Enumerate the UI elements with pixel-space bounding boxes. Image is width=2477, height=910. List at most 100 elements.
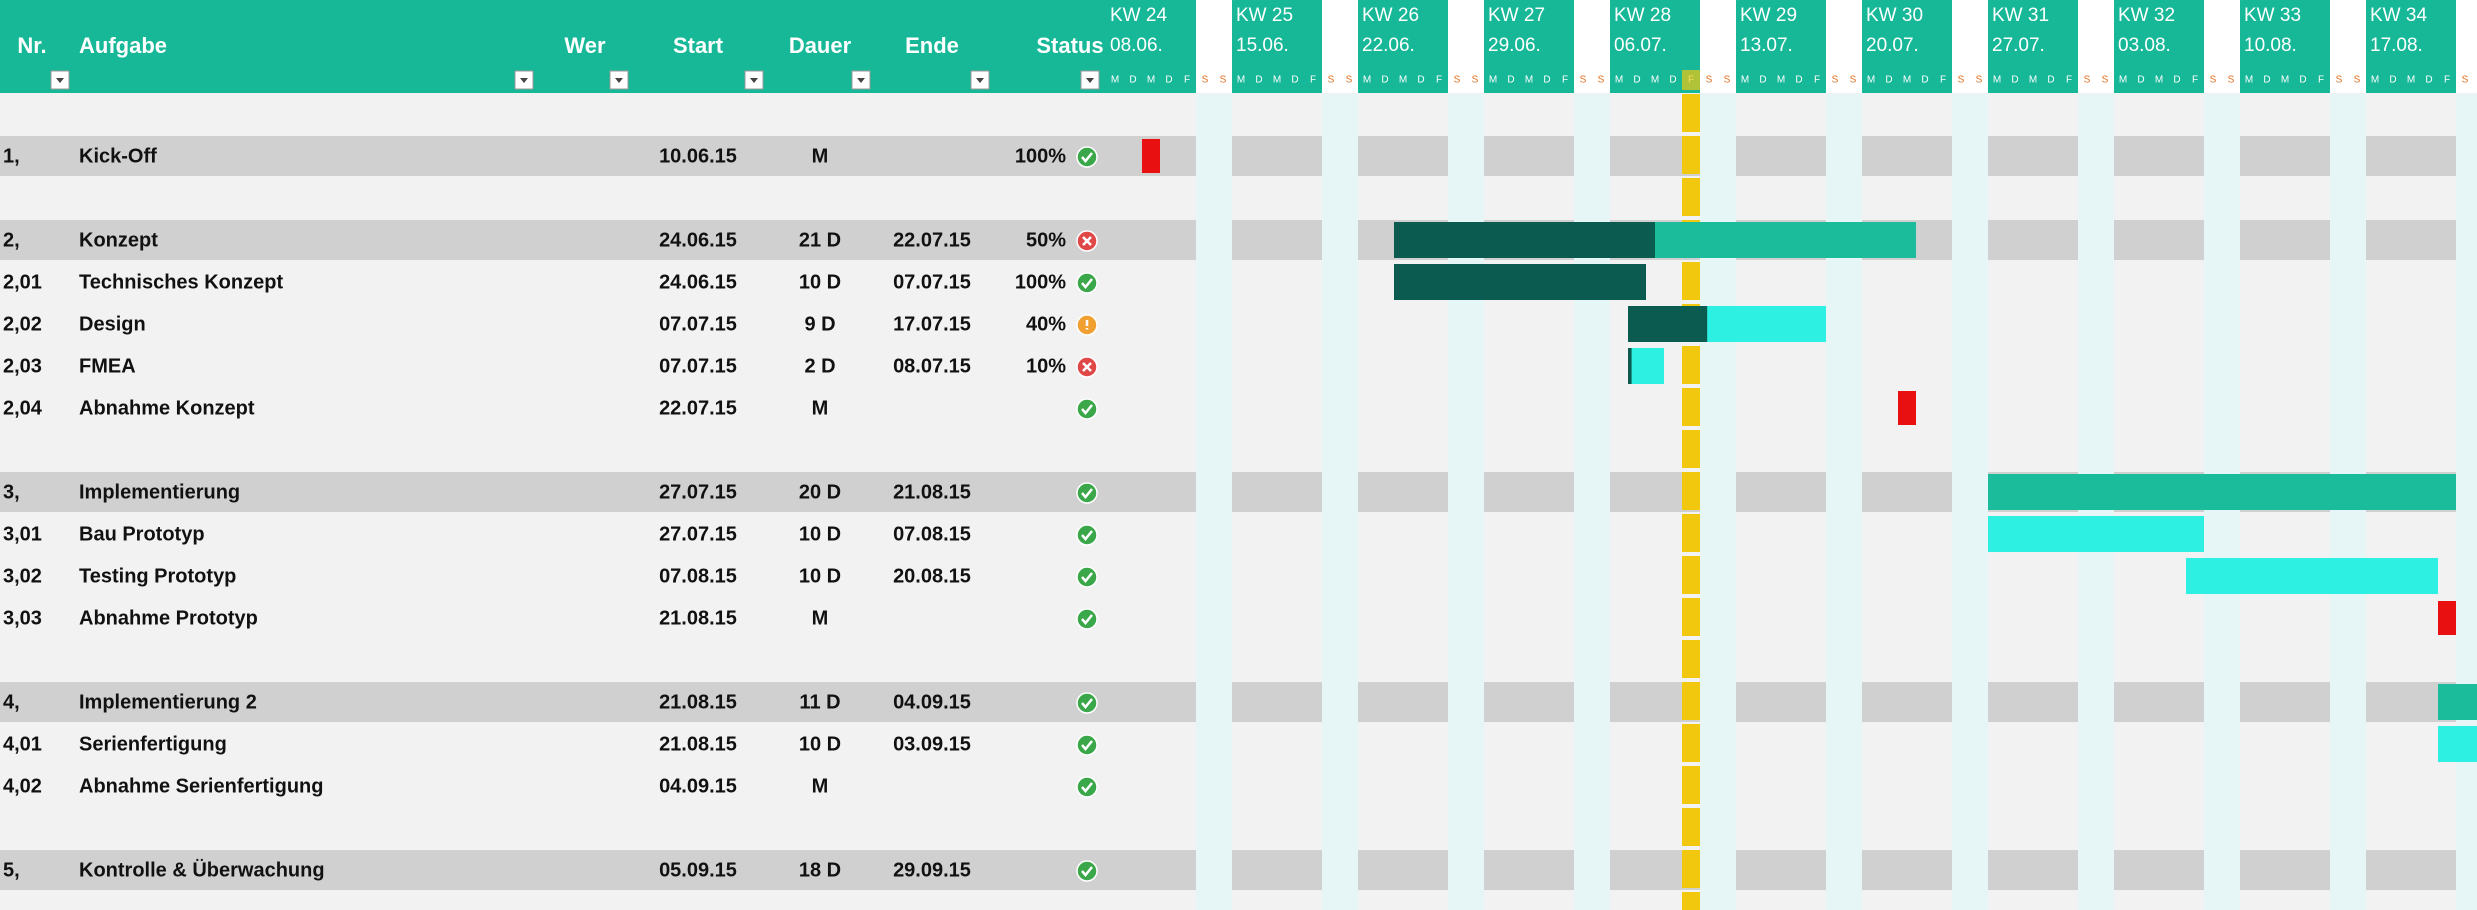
day-letter: D [1633, 75, 1640, 86]
week-date: 15.06. [1236, 35, 1289, 56]
filter-button[interactable] [744, 70, 764, 90]
status-icon [1076, 524, 1098, 546]
row-shade [1232, 220, 1322, 260]
duration: M [812, 397, 829, 419]
row-shade [2240, 136, 2330, 176]
day-letter: S [1472, 75, 1479, 86]
row-shade [1358, 136, 1448, 176]
row-number: 2,04 [3, 397, 43, 419]
row-number: 2, [3, 229, 20, 251]
progress-bar [1628, 348, 1632, 384]
day-letter: F [1310, 75, 1316, 86]
task-name: Serienfertigung [79, 733, 227, 755]
filter-button[interactable] [1080, 70, 1100, 90]
week-date: 20.07. [1866, 35, 1919, 56]
week-header [1862, 0, 1952, 93]
today-column [1682, 136, 1700, 174]
day-letter: M [2155, 75, 2163, 86]
status-glyph [1081, 782, 1093, 793]
day-letter: D [1759, 75, 1766, 86]
row-shade [1736, 682, 1826, 722]
row-number: 2,01 [3, 271, 42, 293]
filter-arrow [976, 78, 984, 83]
duration: M [812, 607, 829, 629]
status-icon [1076, 146, 1098, 168]
milestone [2438, 601, 2456, 635]
filter-button[interactable] [851, 70, 871, 90]
status-icon [1076, 398, 1098, 420]
status-icon [1076, 860, 1098, 882]
day-letter: M [1741, 75, 1749, 86]
week-number: KW 30 [1866, 5, 1923, 26]
day-letter: M [2371, 75, 2379, 86]
end-date: 21.08.15 [893, 481, 971, 503]
day-letter: D [1543, 75, 1550, 86]
row-shade [1736, 472, 1826, 512]
status-glyph [1081, 530, 1093, 541]
row-shade [1862, 136, 1952, 176]
row-shade [1358, 472, 1448, 512]
end-date: 07.08.15 [893, 523, 971, 545]
task-name: Kick-Off [79, 145, 157, 167]
filter-button[interactable] [514, 70, 534, 90]
filter-button[interactable] [609, 70, 629, 90]
task-name: Implementierung 2 [79, 691, 257, 713]
today-column [1682, 724, 1700, 762]
row-shade [1736, 850, 1826, 890]
progress-bar [1394, 222, 1655, 258]
duration: 10 D [799, 523, 841, 545]
filter-button[interactable] [50, 70, 70, 90]
today-column [1682, 808, 1700, 846]
day-letter: S [1328, 75, 1335, 86]
task-row: 2,02 Design 07.07.15 9 D 17.07.15 40% [3, 306, 1826, 342]
task-name: Bau Prototyp [79, 523, 205, 545]
row-shade [0, 136, 1106, 176]
status-glyph [1081, 488, 1093, 499]
end-date: 17.07.15 [893, 313, 971, 335]
status-percent: 10% [1026, 355, 1066, 377]
row-shade [1988, 136, 2078, 176]
start-date: 07.07.15 [659, 355, 737, 377]
day-letter: D [2263, 75, 2270, 86]
today-column [1682, 598, 1700, 636]
week-number: KW 27 [1488, 5, 1545, 26]
weekend-header [2204, 0, 2240, 93]
day-letter: F [2066, 75, 2072, 86]
row-shade [1232, 682, 1322, 722]
start-date: 27.07.15 [659, 481, 737, 503]
row-number: 5, [3, 859, 20, 881]
phase-bar [2438, 684, 2477, 720]
day-letter: M [1993, 75, 2001, 86]
row-shade [1106, 220, 1196, 260]
day-letter: D [2389, 75, 2396, 86]
day-letter: S [1220, 75, 1227, 86]
day-letter: D [1291, 75, 1298, 86]
today-column [1682, 682, 1700, 720]
day-letter: D [2425, 75, 2432, 86]
start-date: 10.06.15 [659, 145, 737, 167]
duration: M [812, 775, 829, 797]
status-glyph [1081, 698, 1093, 709]
filter-arrow [1086, 78, 1094, 83]
row-shade [1484, 472, 1574, 512]
task-bar [2438, 726, 2477, 762]
row-shade [1862, 850, 1952, 890]
day-letter: S [2336, 75, 2343, 86]
status-icon [1076, 776, 1098, 798]
row-shade [0, 850, 1106, 890]
day-letter: S [1202, 75, 1209, 86]
row-shade [1862, 682, 1952, 722]
row-shade [2240, 850, 2330, 890]
filter-arrow [520, 78, 528, 83]
today-column [1682, 430, 1700, 468]
task-row: 2,04 Abnahme Konzept 22.07.15 M [3, 391, 1916, 425]
filter-button[interactable] [970, 70, 990, 90]
day-letter: F [1814, 75, 1820, 86]
week-header [1484, 0, 1574, 93]
today-header [1682, 70, 1700, 90]
week-date: 03.08. [2118, 35, 2171, 56]
header-status: Status [1036, 33, 1103, 58]
row-shade [1484, 682, 1574, 722]
day-letter: F [2318, 75, 2324, 86]
